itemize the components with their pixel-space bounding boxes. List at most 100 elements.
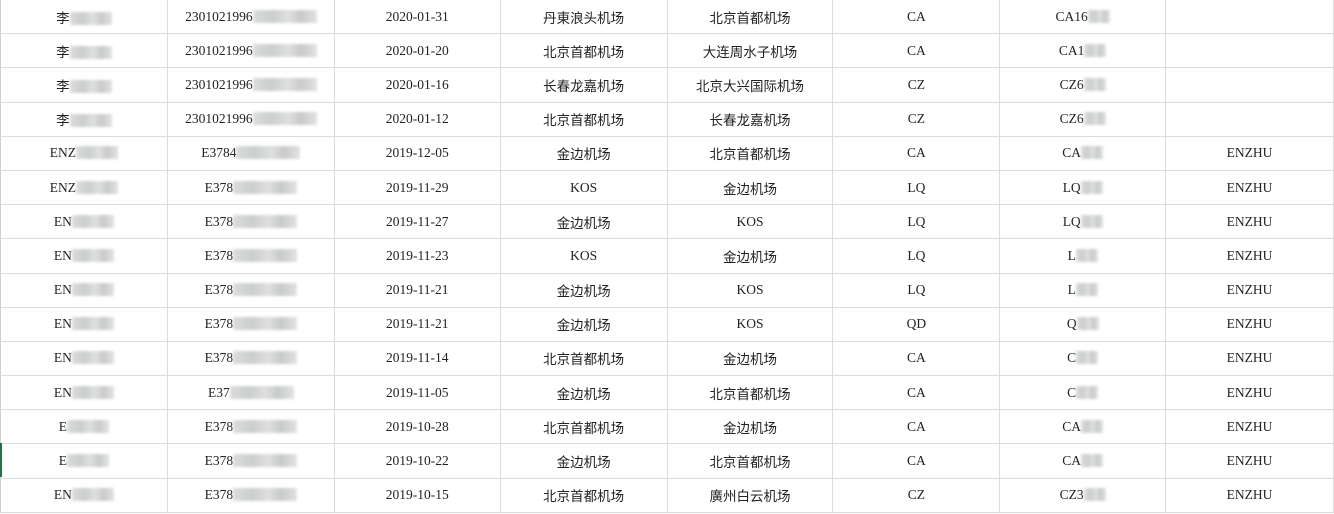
name-cell[interactable]: EN xyxy=(0,204,168,240)
date-cell[interactable]: 2019-11-21 xyxy=(333,306,501,342)
id-cell[interactable]: E378 xyxy=(166,238,335,274)
extra-cell[interactable] xyxy=(1165,101,1334,137)
id-cell[interactable]: 2301021996 xyxy=(166,101,335,137)
date-cell[interactable]: 2019-11-14 xyxy=(333,340,501,377)
extra-cell[interactable]: ENZHU xyxy=(1165,340,1334,377)
id-cell[interactable]: E378 xyxy=(166,409,335,445)
name-cell[interactable]: EN xyxy=(0,340,168,377)
extra-cell[interactable] xyxy=(1165,0,1334,35)
flight-cell[interactable]: CZ6 xyxy=(999,101,1167,137)
arrival-cell[interactable]: 金边机场 xyxy=(666,340,834,377)
date-cell[interactable]: 2019-10-22 xyxy=(333,443,501,479)
airline-cell[interactable]: CA xyxy=(832,340,1001,377)
departure-cell[interactable]: 北京首都机场 xyxy=(499,340,668,377)
flight-cell[interactable]: LQ xyxy=(999,204,1167,240)
date-cell[interactable]: 2019-11-27 xyxy=(333,204,501,240)
departure-cell[interactable]: 金边机场 xyxy=(499,135,668,171)
airline-cell[interactable]: CA xyxy=(832,135,1001,171)
id-cell[interactable]: E378 xyxy=(166,340,335,377)
extra-cell[interactable]: ENZHU xyxy=(1165,443,1334,479)
flight-cell[interactable]: CA xyxy=(999,409,1167,445)
name-cell[interactable]: EN xyxy=(0,238,168,274)
extra-cell[interactable]: ENZHU xyxy=(1165,409,1334,445)
id-cell[interactable]: E378 xyxy=(166,169,335,206)
departure-cell[interactable]: 丹東浪头机场 xyxy=(499,0,668,35)
name-cell[interactable]: ENZ xyxy=(0,135,168,171)
name-cell[interactable]: EN xyxy=(0,477,168,513)
id-cell[interactable]: 2301021996 xyxy=(166,33,335,69)
airline-cell[interactable]: LQ xyxy=(832,169,1001,206)
flight-cell[interactable]: L xyxy=(999,238,1167,274)
departure-cell[interactable]: 金边机场 xyxy=(499,204,668,240)
arrival-cell[interactable]: KOS xyxy=(666,204,834,240)
extra-cell[interactable]: ENZHU xyxy=(1165,272,1334,308)
date-cell[interactable]: 2019-12-05 xyxy=(333,135,501,171)
extra-cell[interactable] xyxy=(1165,67,1334,103)
flight-cell[interactable]: Q xyxy=(999,306,1167,342)
departure-cell[interactable]: KOS xyxy=(499,169,668,206)
extra-cell[interactable]: ENZHU xyxy=(1165,169,1334,206)
name-cell[interactable]: EN xyxy=(0,375,168,411)
airline-cell[interactable]: CZ xyxy=(832,101,1001,137)
date-cell[interactable]: 2019-10-15 xyxy=(333,477,501,513)
departure-cell[interactable]: 北京首都机场 xyxy=(499,409,668,445)
date-cell[interactable]: 2019-11-23 xyxy=(333,238,501,274)
date-cell[interactable]: 2019-11-05 xyxy=(333,375,501,411)
flight-cell[interactable]: C xyxy=(999,375,1167,411)
arrival-cell[interactable]: 北京首都机场 xyxy=(666,375,834,411)
date-cell[interactable]: 2019-11-21 xyxy=(333,272,501,308)
arrival-cell[interactable]: KOS xyxy=(666,306,834,342)
date-cell[interactable]: 2020-01-31 xyxy=(333,0,501,35)
flight-cell[interactable]: LQ xyxy=(999,169,1167,206)
airline-cell[interactable]: LQ xyxy=(832,272,1001,308)
departure-cell[interactable]: 长春龙嘉机场 xyxy=(499,67,668,103)
flight-cell[interactable]: CA xyxy=(999,135,1167,171)
flight-cell[interactable]: CZ6 xyxy=(999,67,1167,103)
departure-cell[interactable]: 金边机场 xyxy=(499,272,668,308)
flight-cell[interactable]: CA xyxy=(999,443,1167,479)
arrival-cell[interactable]: 金边机场 xyxy=(666,169,834,206)
name-cell[interactable]: EN xyxy=(0,306,168,342)
extra-cell[interactable]: ENZHU xyxy=(1165,306,1334,342)
id-cell[interactable]: E37 xyxy=(166,375,335,411)
arrival-cell[interactable]: 廣州白云机场 xyxy=(666,477,834,513)
name-cell[interactable]: 李 xyxy=(0,67,168,103)
extra-cell[interactable]: ENZHU xyxy=(1165,204,1334,240)
flight-cell[interactable]: L xyxy=(999,272,1167,308)
arrival-cell[interactable]: 金边机场 xyxy=(666,409,834,445)
extra-cell[interactable]: ENZHU xyxy=(1165,135,1334,171)
date-cell[interactable]: 2019-11-29 xyxy=(333,169,501,206)
id-cell[interactable]: E378 xyxy=(166,306,335,342)
airline-cell[interactable]: CA xyxy=(832,0,1001,35)
airline-cell[interactable]: QD xyxy=(832,306,1001,342)
airline-cell[interactable]: LQ xyxy=(832,238,1001,274)
arrival-cell[interactable]: 北京首都机场 xyxy=(666,135,834,171)
id-cell[interactable]: E378 xyxy=(166,443,335,479)
airline-cell[interactable]: LQ xyxy=(832,204,1001,240)
id-cell[interactable]: 2301021996 xyxy=(166,0,335,35)
date-cell[interactable]: 2020-01-20 xyxy=(333,33,501,69)
id-cell[interactable]: E378 xyxy=(166,477,335,513)
arrival-cell[interactable]: 金边机场 xyxy=(666,238,834,274)
name-cell[interactable]: ENZ xyxy=(0,169,168,206)
airline-cell[interactable]: CZ xyxy=(832,477,1001,513)
flight-cell[interactable]: CA1 xyxy=(999,33,1167,69)
airline-cell[interactable]: CA xyxy=(832,375,1001,411)
name-cell[interactable]: 李 xyxy=(0,101,168,137)
departure-cell[interactable]: 金边机场 xyxy=(499,443,668,479)
flight-cell[interactable]: C xyxy=(999,340,1167,377)
extra-cell[interactable]: ENZHU xyxy=(1165,375,1334,411)
flight-cell[interactable]: CA16 xyxy=(999,0,1167,35)
departure-cell[interactable]: 北京首都机场 xyxy=(499,33,668,69)
departure-cell[interactable]: 北京首都机场 xyxy=(499,101,668,137)
departure-cell[interactable]: 金边机场 xyxy=(499,375,668,411)
date-cell[interactable]: 2020-01-12 xyxy=(333,101,501,137)
arrival-cell[interactable]: 大连周水子机场 xyxy=(666,33,834,69)
extra-cell[interactable]: ENZHU xyxy=(1165,238,1334,274)
id-cell[interactable]: E378 xyxy=(166,272,335,308)
name-cell[interactable]: E xyxy=(0,409,168,445)
name-cell[interactable]: EN xyxy=(0,272,168,308)
arrival-cell[interactable]: 北京大兴国际机场 xyxy=(666,67,834,103)
id-cell[interactable]: 2301021996 xyxy=(166,67,335,103)
airline-cell[interactable]: CA xyxy=(832,443,1001,479)
